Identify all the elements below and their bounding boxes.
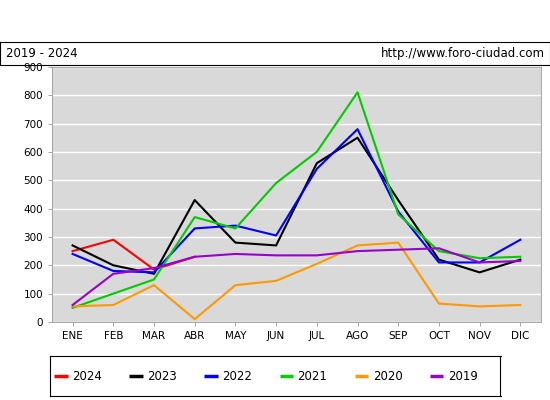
Text: 2023: 2023 <box>147 370 177 382</box>
Text: 2019: 2019 <box>448 370 478 382</box>
Text: http://www.foro-ciudad.com: http://www.foro-ciudad.com <box>381 47 544 60</box>
Text: Evolucion Nº Turistas Nacionales en el municipio de Herrín de Campos: Evolucion Nº Turistas Nacionales en el m… <box>0 13 550 29</box>
Text: 2022: 2022 <box>222 370 252 382</box>
Text: 2020: 2020 <box>373 370 403 382</box>
Text: 2021: 2021 <box>298 370 327 382</box>
Text: 2024: 2024 <box>72 370 102 382</box>
Text: 2019 - 2024: 2019 - 2024 <box>6 47 77 60</box>
